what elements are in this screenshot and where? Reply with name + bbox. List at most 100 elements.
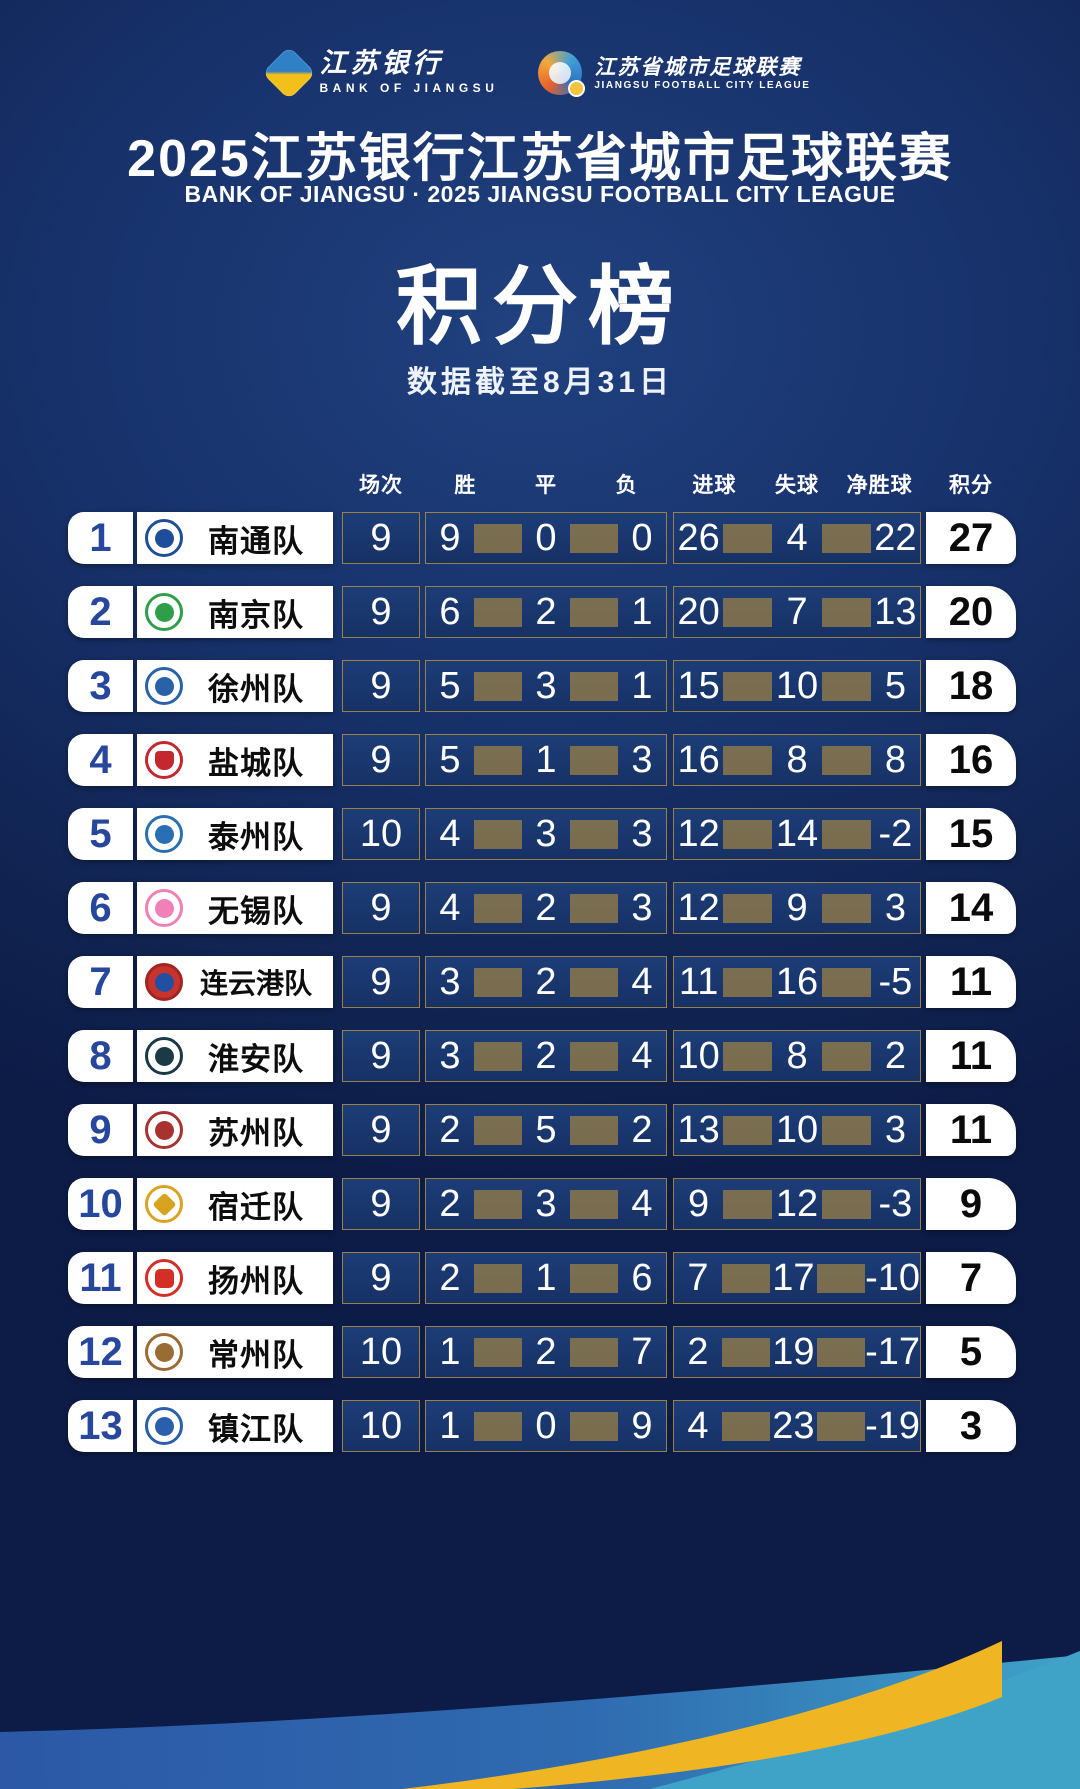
team-logo [145,519,183,557]
goals-group: 15 10 5 [673,660,921,712]
cell-divider [570,1041,618,1071]
cell-divider [821,1189,871,1219]
cell-divider [570,819,618,849]
team-logo [145,1333,183,1371]
goal-diff-value: 5 [884,664,906,707]
column-header-win: 胜 [454,474,477,497]
standings-row: 11 扬州队 9 2 1 6 7 17 -10 7 [0,1252,1080,1304]
win-value: 4 [439,812,461,855]
goals-group: 12 9 3 [673,882,921,934]
rank-badge: 9 [68,1104,133,1156]
football-icon [568,79,586,97]
team-logo [145,1111,183,1149]
team-name: 宿迁队 [208,1189,304,1225]
cell-divider [570,1263,618,1293]
goals-group: 2 19 -17 [673,1326,921,1378]
team-cell: 无锡队 [137,882,333,934]
draw-value: 3 [535,812,557,855]
team-name: 泰州队 [208,819,304,855]
cell-divider [474,1115,522,1145]
cell-divider [570,671,618,701]
win-value: 2 [439,1256,461,1299]
team-logo-emblem [154,1268,174,1288]
cell-divider [723,1189,773,1219]
played-value: 10 [359,1404,403,1447]
rank-badge: 11 [68,1252,133,1304]
goals-against-value: 9 [786,886,808,929]
rank-badge: 3 [68,660,133,712]
goals-group: 26 4 22 [673,512,921,564]
points-badge: 3 [926,1400,1016,1452]
draw-value: 2 [535,590,557,633]
rank-badge: 12 [68,1326,133,1378]
goals-against-value: 10 [775,1108,819,1151]
team-name: 苏州队 [208,1115,304,1151]
team-name: 盐城队 [208,745,304,781]
played-cell: 9 [342,512,420,564]
cell-divider [474,523,522,553]
standings-row: 12 常州队 10 1 2 7 2 19 -17 5 [0,1326,1080,1378]
standings-row: 5 泰州队 10 4 3 3 12 14 -2 15 [0,808,1080,860]
goals-for-value: 4 [687,1404,709,1447]
data-cutoff-note: 数据截至8月31日 [406,366,674,399]
goals-against-value: 14 [775,812,819,855]
points-badge: 11 [926,1030,1016,1082]
cell-divider [474,1041,522,1071]
team-cell: 南京队 [137,586,333,638]
cell-divider [821,1041,871,1071]
loss-value: 4 [631,960,653,1003]
played-cell: 10 [342,808,420,860]
bank-logo-text: 江苏银行 BANK OF JIANGSU [319,48,499,96]
goals-for-value: 11 [678,960,719,1003]
goals-group: 7 17 -10 [673,1252,921,1304]
cell-divider [570,893,618,923]
loss-value: 9 [631,1404,653,1447]
bank-logo-en: BANK OF JIANGSU [319,81,499,96]
goals-for-value: 12 [677,886,720,929]
loss-value: 6 [631,1256,653,1299]
points-badge: 7 [926,1252,1016,1304]
goals-for-value: 20 [677,590,720,633]
team-logo-emblem [154,1120,174,1140]
team-cell: 泰州队 [137,808,333,860]
team-name: 无锡队 [208,893,304,929]
team-logo-emblem [154,750,174,770]
rank-badge: 1 [68,512,133,564]
column-header-points: 积分 [949,474,993,497]
win-draw-loss-group: 4 2 3 [425,882,667,934]
league-logo-icon [538,50,586,97]
goals-for-value: 12 [677,812,720,855]
points-badge: 15 [926,808,1016,860]
played-value: 9 [370,886,392,929]
team-name: 扬州队 [208,1263,304,1299]
team-logo-emblem [154,824,174,844]
team-cell: 连云港队 [137,956,333,1008]
win-value: 3 [439,1034,461,1077]
goals-group: 9 12 -3 [673,1178,921,1230]
draw-value: 0 [535,516,557,559]
cell-divider [721,1411,770,1441]
bank-logo-zh: 江苏银行 [319,48,444,79]
cell-divider [723,819,773,849]
played-cell: 9 [342,1030,420,1082]
cell-divider [721,1263,770,1293]
standings-row: 9 苏州队 9 2 5 2 13 10 3 11 [0,1104,1080,1156]
goals-group: 13 10 3 [673,1104,921,1156]
played-cell: 10 [342,1326,420,1378]
win-value: 1 [439,1330,461,1373]
team-logo-emblem [154,676,174,696]
section-title: 积分榜 [396,259,684,355]
goal-diff-value: 3 [884,886,906,929]
goals-group: 11 16 -5 [673,956,921,1008]
team-name: 南通队 [208,523,304,559]
cell-divider [570,967,618,997]
rank-badge: 7 [68,956,133,1008]
goal-diff-value: 2 [884,1034,906,1077]
column-header-goals-for: 进球 [692,474,737,497]
goals-for-value: 15 [677,664,720,707]
team-logo [145,1407,183,1445]
team-name: 常州队 [208,1337,304,1373]
cell-divider [570,1189,618,1219]
team-logo-emblem [154,1342,174,1362]
cell-divider [723,1115,773,1145]
